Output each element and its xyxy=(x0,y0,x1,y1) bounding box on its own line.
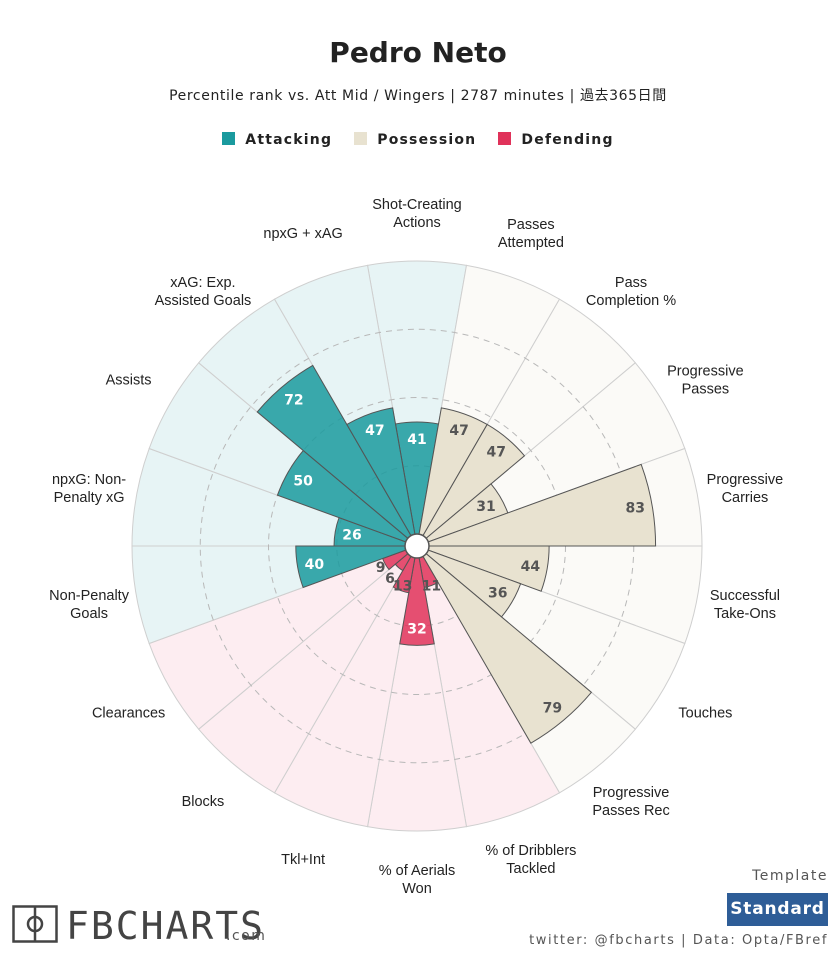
value-label: 9 xyxy=(376,560,386,576)
metric-label: Progressive Passes Rec xyxy=(592,785,669,819)
legend: Attacking Possession Defending xyxy=(0,132,836,148)
value-label: 11 xyxy=(422,578,441,594)
logo-wordmark: FBCHARTS xyxy=(66,904,266,948)
legend-label-possession: Possession xyxy=(377,132,477,148)
legend-item-attacking: Attacking xyxy=(222,132,332,148)
logo-suffix: .com xyxy=(226,928,267,944)
legend-label-attacking: Attacking xyxy=(245,132,333,148)
metric-label: xAG: Exp. Assisted Goals xyxy=(155,275,252,309)
metric-label: Progressive Carries xyxy=(707,472,784,506)
metric-label: npxG + xAG xyxy=(263,226,342,242)
value-label: 79 xyxy=(543,700,562,716)
metric-label: % of Dribblers Tackled xyxy=(485,843,576,877)
metric-label: Tkl+Int xyxy=(281,852,325,868)
value-label: 40 xyxy=(305,557,325,573)
data-credit: twitter: @fbcharts | Data: Opta/FBref xyxy=(529,933,828,948)
value-label: 72 xyxy=(284,392,303,408)
legend-swatch-possession xyxy=(354,132,368,145)
metric-label: Assists xyxy=(106,373,152,389)
metric-label: Pass Completion % xyxy=(586,275,676,309)
value-label: 13 xyxy=(393,578,412,594)
value-label: 83 xyxy=(625,501,644,517)
template-standard-button[interactable]: Standard xyxy=(727,893,828,926)
value-label: 36 xyxy=(488,586,507,602)
value-label: 6 xyxy=(385,571,395,587)
metric-label: Progressive Passes xyxy=(667,364,744,398)
chart-subtitle: Percentile rank vs. Att Mid / Wingers | … xyxy=(169,88,667,104)
value-label: 50 xyxy=(293,473,313,489)
legend-label-defending: Defending xyxy=(521,132,614,148)
metric-label: % of Aerials Won xyxy=(379,863,456,897)
value-label: 47 xyxy=(487,445,506,461)
value-label: 44 xyxy=(521,559,541,575)
metric-label: npxG: Non-Penalty xG xyxy=(52,472,126,506)
metric-label: Successful Take-Ons xyxy=(710,588,780,622)
metric-label: Clearances xyxy=(92,706,165,722)
value-label: 31 xyxy=(476,499,495,515)
metric-label: Shot-Creating Actions xyxy=(372,197,461,231)
value-label: 26 xyxy=(342,528,361,544)
pitch-logo-icon xyxy=(12,905,58,943)
metric-label: Touches xyxy=(678,706,732,722)
center-circle xyxy=(404,533,430,559)
legend-swatch-attacking xyxy=(222,132,236,145)
metric-label: Non-Penalty Goals xyxy=(49,588,130,622)
value-label: 47 xyxy=(365,423,384,439)
value-label: 32 xyxy=(407,621,426,637)
metric-label: Blocks xyxy=(182,794,225,810)
legend-item-possession: Possession xyxy=(354,132,476,148)
metric-label: Passes Attempted xyxy=(498,217,564,251)
value-label: 41 xyxy=(407,432,426,448)
legend-swatch-defending xyxy=(498,132,512,145)
value-label: 47 xyxy=(449,423,468,439)
legend-item-defending: Defending xyxy=(498,132,613,148)
chart-title: Pedro Neto xyxy=(329,36,507,69)
template-label: Template xyxy=(752,868,828,884)
